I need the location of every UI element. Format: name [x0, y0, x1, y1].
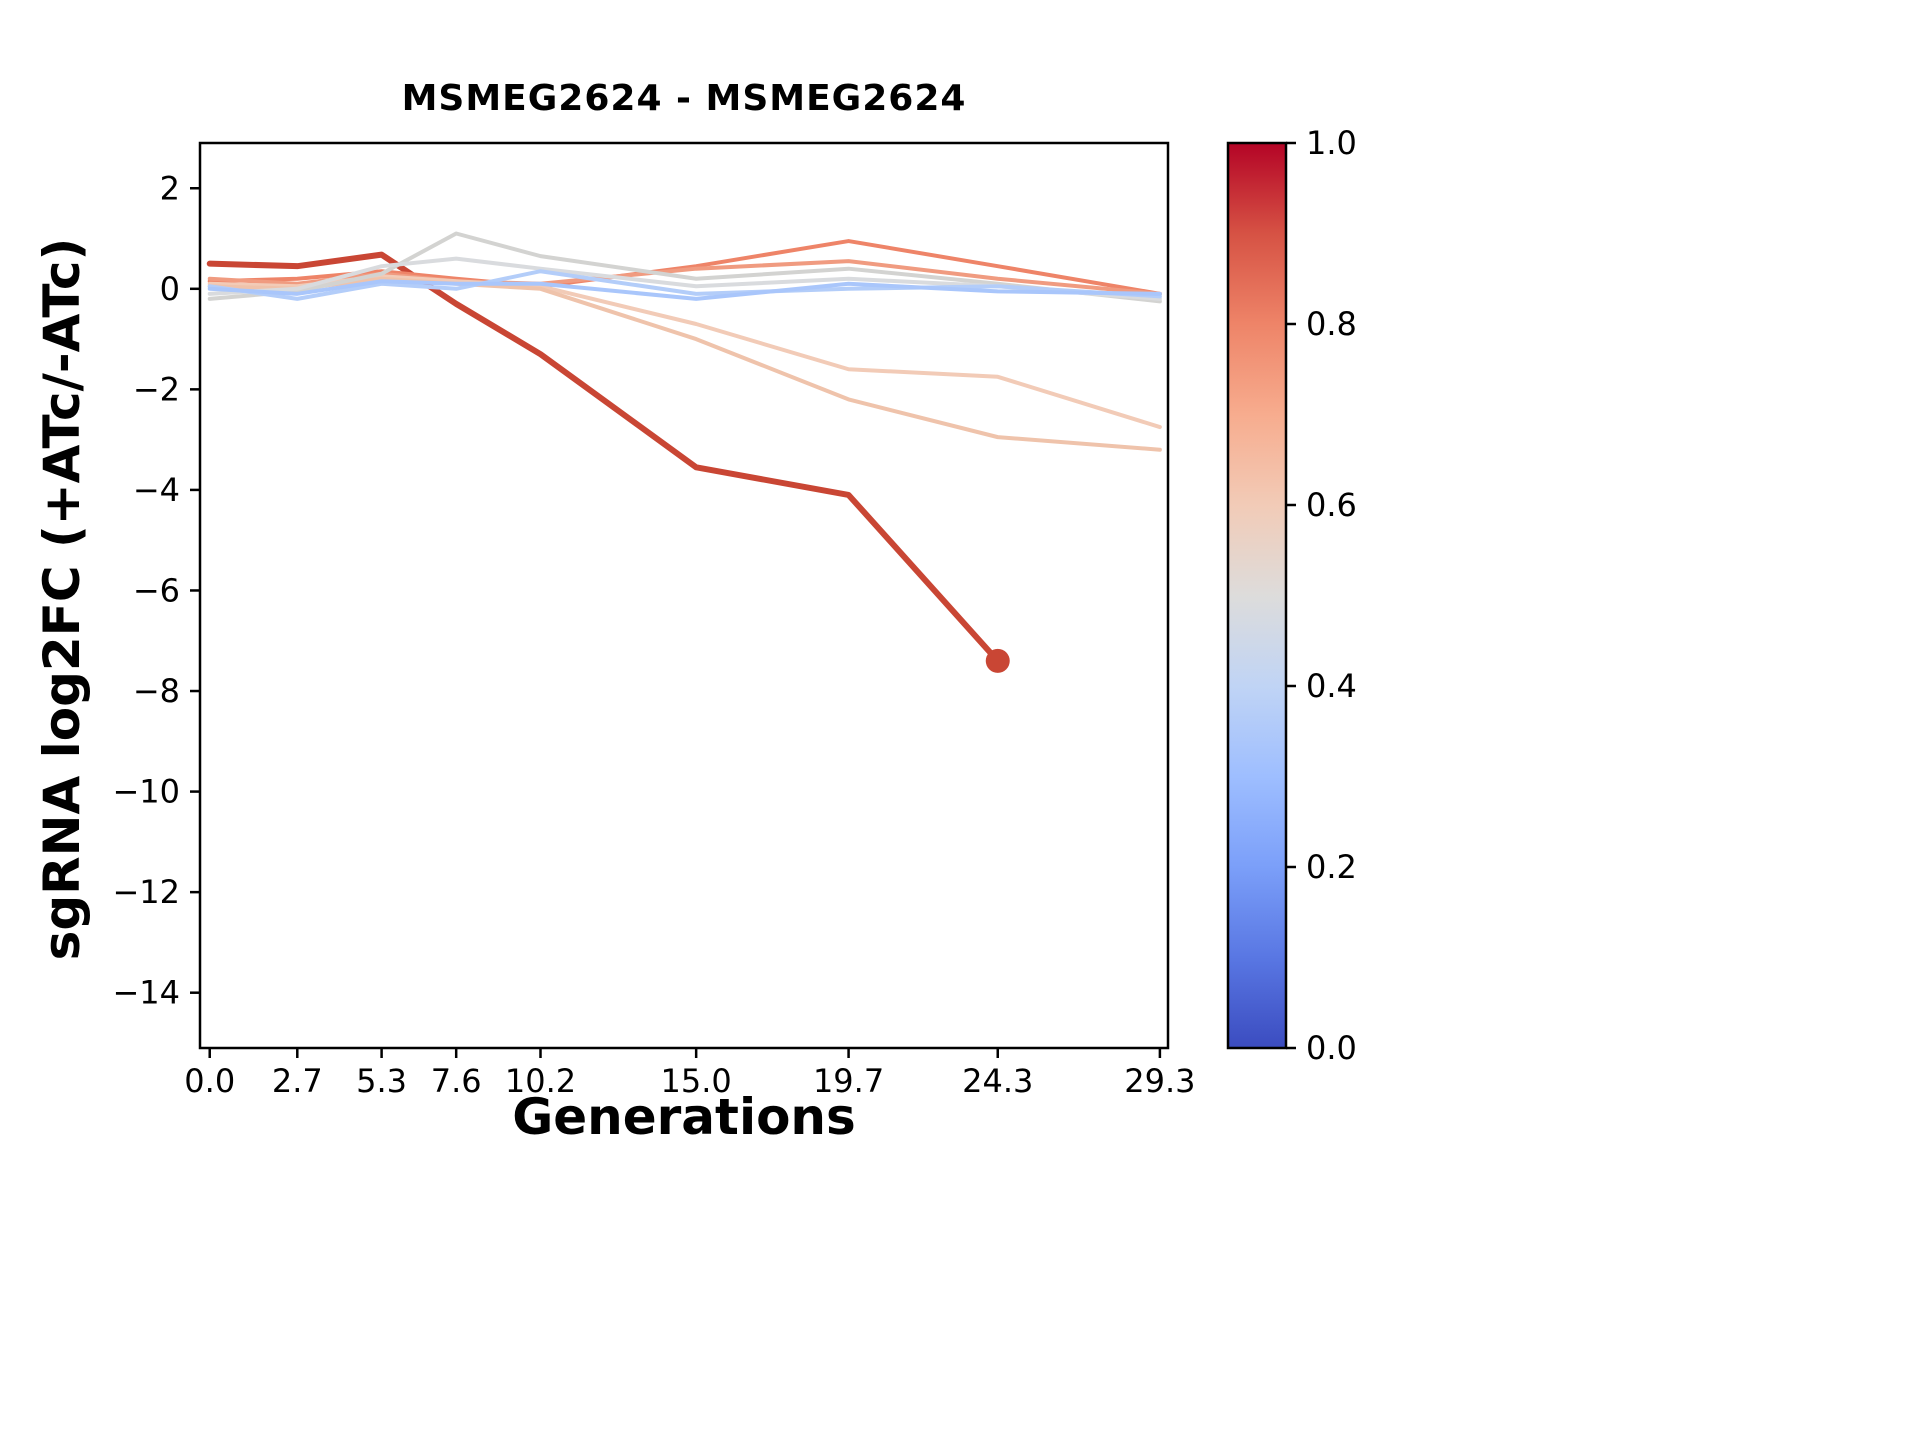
x-tick-label: 7.6: [431, 1062, 482, 1100]
y-tick-label: −6: [133, 571, 180, 609]
y-tick-label: −10: [112, 773, 180, 811]
series-line-sgRNA-blue-2: [207, 279, 1162, 301]
series-line-sgRNA-depleted: [206, 251, 1001, 664]
colorbar-tick-label: 0.6: [1306, 486, 1357, 524]
series-line-sgRNA-gray-2: [207, 256, 1162, 301]
x-tick-label: 15.0: [661, 1062, 732, 1100]
y-tick-label: −8: [133, 672, 180, 710]
series-line-sgRNA-peach-2: [207, 276, 1162, 452]
x-tick-label: 2.7: [272, 1062, 323, 1100]
y-tick-label: −12: [112, 873, 180, 911]
x-tick-label: 19.7: [813, 1062, 884, 1100]
x-tick-label: 29.3: [1124, 1062, 1195, 1100]
series-line-sgRNA-gray-1: [207, 231, 1162, 304]
colorbar-tick-label: 0.4: [1306, 667, 1357, 705]
colorbar-tick-label: 0.2: [1306, 848, 1357, 886]
plot-frame: [198, 141, 1170, 1050]
colorbar-tick-label: 0.8: [1306, 305, 1357, 343]
series-layer: [206, 231, 1162, 673]
x-tick-label: 24.3: [962, 1062, 1033, 1100]
colorbar-tick-label: 1.0: [1306, 124, 1357, 162]
colorbar-frame: [1226, 141, 1288, 1050]
colorbar: 1.0 0.8 0.6 0.4 0.2 0.0: [1226, 124, 1357, 1067]
x-tick-label: 5.3: [356, 1062, 407, 1100]
axes-layer: 0.0 2.7 5.3 7.6 10.2 15.0 19.7 24.3 29.3 2 0 −2 −4 −6…: [112, 141, 1196, 1100]
x-axis-label: Generations: [512, 1088, 856, 1146]
y-tick-label: −2: [133, 370, 180, 408]
end-marker-sgRNA-depleted: [985, 648, 1010, 673]
y-tick-label: −14: [112, 974, 180, 1012]
x-tick-label: 10.2: [505, 1062, 576, 1100]
chart-title: MSMEG2624 - MSMEG2624: [401, 78, 967, 119]
colorbar-gradient: [1228, 143, 1286, 1048]
y-tick-label: −4: [133, 471, 180, 509]
colorbar-tick-label: 0.0: [1306, 1029, 1357, 1067]
x-tick-label: 0.0: [184, 1062, 235, 1100]
y-tick-label: 0: [160, 270, 180, 308]
y-tick-label: 2: [160, 169, 180, 207]
